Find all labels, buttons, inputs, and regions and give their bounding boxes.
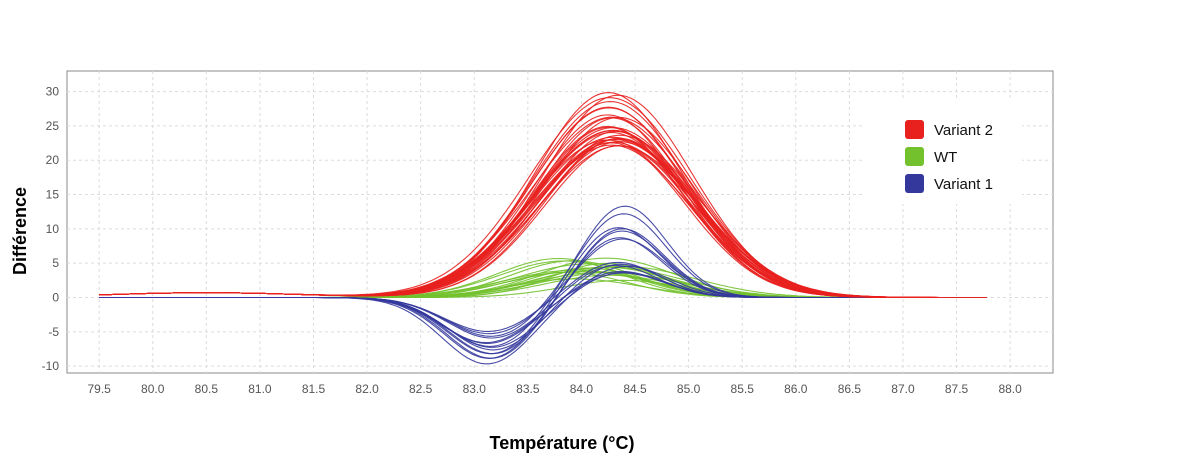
legend-swatch — [905, 174, 924, 193]
y-tick-label: 10 — [46, 222, 60, 236]
y-tick-label: 0 — [52, 291, 59, 305]
x-axis-title: Température (°C) — [490, 433, 635, 453]
legend-swatch — [905, 147, 924, 166]
x-tick-label: 86.0 — [784, 382, 808, 396]
y-axis-title: Différence — [10, 187, 30, 275]
y-tick-labels: 30 25 20 15 10 5 0 -5 -10 — [42, 85, 60, 374]
x-tick-label: 85.0 — [677, 382, 701, 396]
y-tick-label: -10 — [42, 359, 60, 373]
y-tick-label: -5 — [48, 325, 59, 339]
x-tick-label: 83.5 — [516, 382, 540, 396]
legend-label: Variant 1 — [934, 176, 993, 193]
x-tick-labels: 79.5 80.0 80.5 81.0 81.5 82.0 82.5 83.0 83.5 84.0… — [87, 382, 1022, 396]
x-tick-label: 88.0 — [998, 382, 1022, 396]
y-tick-label: 5 — [52, 256, 59, 270]
x-tick-label: 80.0 — [141, 382, 165, 396]
legend-background — [862, 100, 1022, 204]
y-tick-label: 25 — [46, 119, 60, 133]
x-tick-label: 85.5 — [731, 382, 755, 396]
curves — [99, 92, 987, 365]
x-tick-label: 86.5 — [838, 382, 862, 396]
variant-2-curve — [99, 116, 987, 299]
x-tick-label: 82.0 — [355, 382, 379, 396]
x-tick-label: 84.5 — [623, 382, 647, 396]
x-tick-label: 81.5 — [302, 382, 326, 396]
legend-label: Variant 2 — [934, 122, 993, 139]
x-tick-label: 83.0 — [463, 382, 487, 396]
x-tick-label: 81.0 — [248, 382, 272, 396]
x-tick-label: 82.5 — [409, 382, 433, 396]
legend: Variant 2 WT Variant 1 — [862, 100, 1022, 204]
y-tick-label: 30 — [46, 85, 60, 99]
legend-label: WT — [934, 149, 957, 166]
legend-swatch — [905, 120, 924, 139]
y-tick-label: 15 — [46, 188, 60, 202]
x-tick-label: 87.0 — [891, 382, 915, 396]
x-tick-label: 84.0 — [570, 382, 594, 396]
variant-1-curve — [99, 265, 987, 365]
x-tick-label: 80.5 — [195, 382, 219, 396]
y-tick-label: 20 — [46, 153, 60, 167]
x-tick-label: 87.5 — [945, 382, 969, 396]
x-tick-label: 79.5 — [87, 382, 111, 396]
